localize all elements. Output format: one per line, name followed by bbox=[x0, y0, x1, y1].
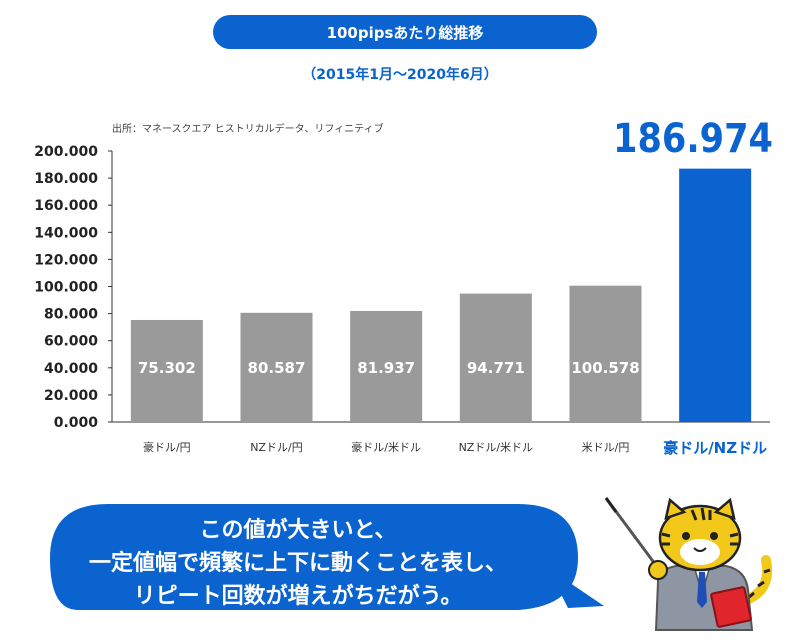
period-subtitle: （2015年1月～2020年6月） bbox=[302, 67, 498, 83]
bar bbox=[569, 285, 642, 422]
data-label: 80.587 bbox=[248, 359, 306, 377]
y-tick-label: 60.000 bbox=[44, 334, 98, 350]
x-axis-labels: 豪ドル/円 NZドル/円 豪ドル/米ドル NZドル/米ドル 米ドル/円 豪ドル/NZドル bbox=[143, 439, 767, 457]
data-label: 75.302 bbox=[138, 359, 196, 377]
x-tick-label: 米ドル/円 bbox=[582, 441, 630, 454]
y-tick-label: 40.000 bbox=[44, 361, 98, 377]
tiger-mascot-pointer-icon bbox=[604, 497, 772, 631]
y-tick-label: 180.000 bbox=[34, 171, 98, 187]
source-note: 出所：マネースクエア ヒストリカルデータ、リフィニティブ bbox=[112, 124, 384, 135]
bar bbox=[130, 319, 203, 422]
data-label: 100.578 bbox=[571, 359, 639, 377]
data-label: 81.937 bbox=[357, 359, 415, 377]
speech-bubble bbox=[50, 504, 604, 610]
chart-title: 100pipsあたり総推移 bbox=[213, 15, 597, 49]
x-tick-label: NZドル/円 bbox=[250, 441, 302, 454]
y-tick-label: 100.000 bbox=[34, 280, 98, 296]
x-tick-label: NZドル/米ドル bbox=[459, 441, 533, 454]
x-tick-label: 豪ドル/NZドル bbox=[663, 439, 767, 457]
bubble-text: この値が大きいと、 一定値幅で頻繁に上下に動くことを表し、 リピート回数が増えが… bbox=[48, 514, 548, 613]
y-tick-label: 140.000 bbox=[34, 225, 98, 241]
y-axis: 0.000 20.000 40.000 60.000 80.000 100.000 120.… bbox=[34, 144, 770, 431]
x-tick-label: 豪ドル/米ドル bbox=[351, 440, 421, 454]
bar bbox=[679, 168, 752, 422]
y-tick-label: 120.000 bbox=[34, 252, 98, 268]
bar bbox=[240, 312, 313, 422]
bubble-line-2: 一定値幅で頻繁に上下に動くことを表し、 bbox=[88, 551, 507, 576]
bar bbox=[350, 310, 423, 422]
bubble-line-3: リピート回数が増えがちだがう。 bbox=[133, 584, 463, 609]
bars: 75.302 80.587 81.937 94.771 100.578 186.974 bbox=[130, 116, 773, 422]
data-label-highlight: 186.974 bbox=[613, 116, 773, 162]
y-tick-label: 80.000 bbox=[44, 307, 98, 323]
bar-chart: 0.000 20.000 40.000 60.000 80.000 100.000 120.… bbox=[34, 116, 773, 457]
bar bbox=[459, 293, 532, 422]
data-label: 94.771 bbox=[467, 359, 525, 377]
y-tick-label: 20.000 bbox=[44, 388, 98, 404]
y-tick-label: 0.000 bbox=[54, 415, 99, 431]
x-tick-label: 豪ドル/円 bbox=[143, 440, 191, 454]
bubble-line-1: この値が大きいと、 bbox=[199, 518, 397, 543]
y-tick-label: 200.000 bbox=[34, 144, 98, 160]
y-tick-label: 160.000 bbox=[34, 198, 98, 214]
